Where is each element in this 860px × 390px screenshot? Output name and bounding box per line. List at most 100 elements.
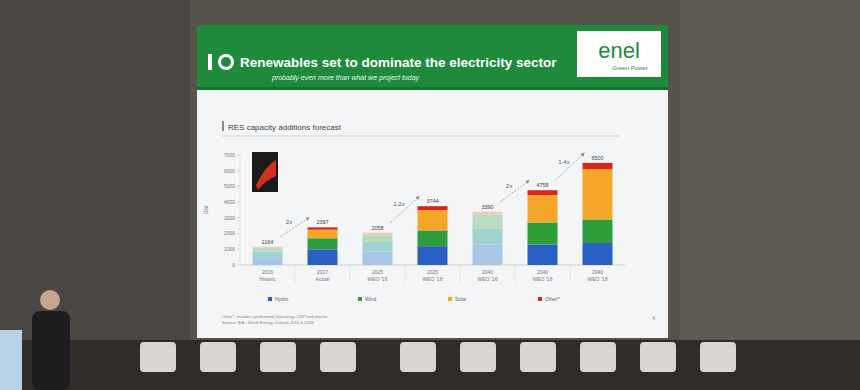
- bar-segment: [583, 243, 613, 265]
- chair: [520, 342, 556, 372]
- total-label: 1164: [262, 239, 274, 245]
- chair: [700, 342, 736, 372]
- chart-title-rule: [222, 136, 620, 137]
- bar-segment: [253, 257, 283, 265]
- page-number: 4: [652, 315, 655, 321]
- growth-label: 2x: [506, 183, 512, 189]
- page: enel Green Power Renewables set to dominat…: [0, 0, 860, 390]
- bar-segment: [253, 247, 283, 248]
- y-tick-label: 4000: [224, 199, 235, 205]
- bar-segment: [473, 212, 503, 215]
- x-tick-label: 2016: [262, 269, 273, 275]
- total-label: 2397: [316, 219, 328, 225]
- bar-segment: [528, 245, 558, 265]
- legend-label: Solar: [455, 296, 467, 302]
- speaker-body: [32, 311, 70, 390]
- bar-segment: [253, 248, 283, 252]
- y-tick-label: 0: [232, 262, 235, 268]
- bar-segment: [418, 206, 448, 210]
- legend-swatch: [358, 297, 362, 301]
- bar-segment: [583, 169, 613, 219]
- y-tick-label: 1000: [224, 246, 235, 252]
- speaker-head: [40, 290, 60, 310]
- legend-label: Wind: [365, 296, 377, 302]
- brand-sub: Green Power: [612, 65, 647, 71]
- y-label: GW: [203, 205, 209, 214]
- growth-label: 1.2x: [393, 201, 404, 207]
- footnote: Source: IEA - World Energy Outlook 2016 …: [222, 320, 314, 325]
- stage: [0, 340, 860, 390]
- bar-segment: [473, 215, 503, 229]
- chair: [140, 342, 176, 372]
- logo-box: [577, 31, 661, 77]
- brand: enel: [598, 38, 640, 63]
- chart-title: RES capacity additions forecast: [228, 123, 342, 132]
- screen: [197, 25, 668, 338]
- bar-segment: [308, 230, 338, 239]
- bar-segment: [528, 223, 558, 245]
- x-divider: [295, 265, 296, 283]
- total-label: 6500: [591, 155, 603, 161]
- legend-label: Hydro: [275, 296, 289, 302]
- bar-segment: [418, 230, 448, 246]
- podium: [0, 330, 22, 390]
- bar-segment: [363, 252, 393, 265]
- chair: [320, 342, 356, 372]
- title: Renewables set to dominate the electrici…: [240, 55, 557, 70]
- growth-arrow-head: [581, 153, 585, 157]
- y-tick: [237, 170, 240, 171]
- y-tick: [237, 155, 240, 156]
- growth-arrow-head: [416, 196, 420, 200]
- header-rule: [197, 87, 668, 90]
- y-tick: [237, 186, 240, 187]
- legend-label: Other*: [545, 296, 560, 302]
- y-tick-label: 5000: [224, 183, 235, 189]
- x-divider: [405, 265, 406, 283]
- title-icon-inner: [221, 57, 231, 67]
- y-axis: [240, 155, 241, 265]
- growth-arrow: [281, 217, 310, 236]
- chair: [460, 342, 496, 372]
- y-tick: [237, 265, 240, 266]
- chair: [200, 342, 236, 372]
- x-source-label: WEO '18: [423, 276, 443, 282]
- x-source-label: WEO '16: [478, 276, 498, 282]
- total-label: 2058: [371, 225, 383, 231]
- x-source-label: Actual: [316, 276, 330, 282]
- growth-arrow: [391, 196, 420, 222]
- total-label: 4758: [536, 182, 548, 188]
- y-tick: [237, 249, 240, 250]
- y-tick-label: 2000: [224, 230, 235, 236]
- y-tick-label: 3000: [224, 215, 235, 221]
- growth-label: 2x: [286, 219, 292, 225]
- bar-segment: [308, 227, 338, 229]
- wall-left: [0, 0, 190, 390]
- x-source-label: Historic: [259, 276, 276, 282]
- bar-segment: [418, 246, 448, 265]
- y-tick: [237, 217, 240, 218]
- header-band: [197, 25, 668, 87]
- x-tick-label: 2025: [372, 269, 383, 275]
- bar-segment: [583, 219, 613, 243]
- bars: [253, 163, 613, 265]
- total-label: 3390: [481, 204, 493, 210]
- y-tick-label: 7000: [224, 152, 235, 158]
- legend-swatch: [538, 297, 542, 301]
- wall-right: [680, 0, 860, 390]
- growth-arrow: [501, 180, 530, 201]
- title-bar: [208, 54, 212, 70]
- bar-segment: [253, 252, 283, 258]
- chair: [640, 342, 676, 372]
- chart-title-bar: [222, 121, 224, 131]
- subtitle: probably even more than what we project …: [271, 74, 420, 82]
- room-wall: [0, 0, 860, 390]
- x-divider: [515, 265, 516, 283]
- bar-segment: [363, 234, 393, 242]
- x-tick-label: 2017: [317, 269, 328, 275]
- x-tick-label: 2025: [427, 269, 438, 275]
- x-source-label: WEO '18: [588, 276, 608, 282]
- x-tick-label: 2040: [482, 269, 493, 275]
- x-source-label: WEO '18: [533, 276, 553, 282]
- x-source-label: WEO '16: [368, 276, 388, 282]
- total-label: 3744: [426, 198, 438, 204]
